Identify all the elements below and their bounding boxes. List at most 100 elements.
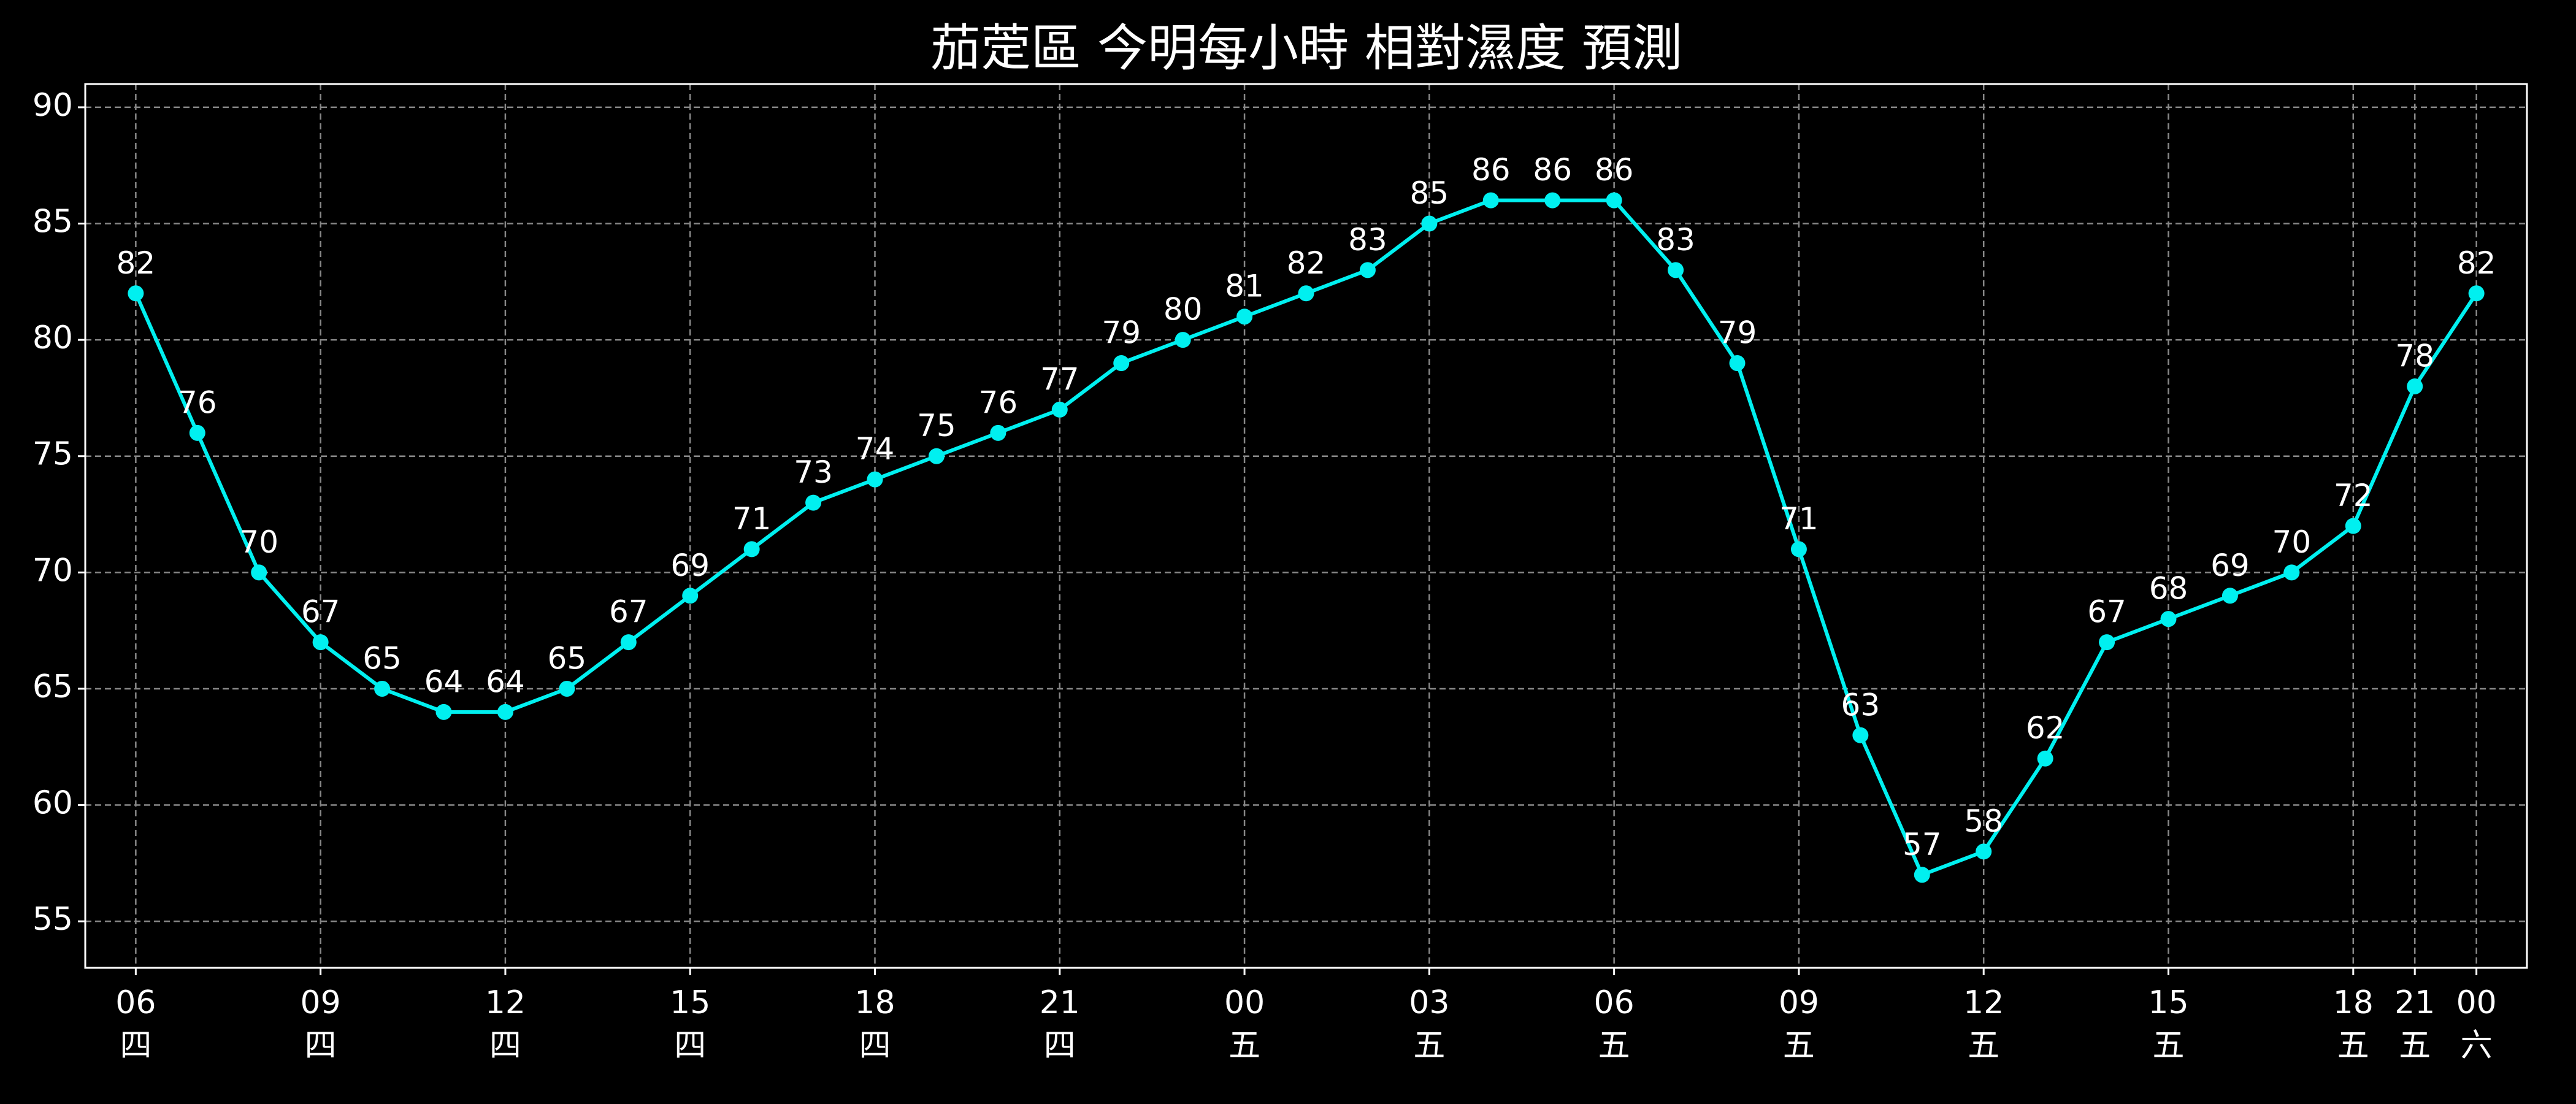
point (559, 680, 575, 697)
data-label: 76 (178, 385, 217, 420)
y-tick-label: 70 (33, 552, 73, 589)
point (1113, 355, 1130, 372)
data-label: 82 (2457, 245, 2496, 281)
point (1606, 192, 1622, 209)
chart-title: 茄萣區 今明每小時 相對濕度 預測 (930, 19, 1682, 77)
point (2160, 611, 2177, 627)
point (1298, 285, 1314, 302)
x-tick-day: 四 (674, 1027, 706, 1064)
data-label: 64 (486, 664, 525, 699)
point (1852, 727, 1869, 743)
y-tick-label: 90 (33, 87, 73, 124)
x-tick-day: 五 (2399, 1027, 2431, 1064)
data-label: 68 (2149, 571, 2188, 607)
point (2221, 588, 2238, 604)
data-label: 85 (1410, 175, 1449, 211)
data-label: 86 (1533, 152, 1572, 188)
data-label: 63 (1841, 687, 1880, 723)
data-label: 86 (1595, 152, 1634, 188)
point (620, 634, 637, 651)
x-tick-label: 15 (670, 984, 710, 1021)
x-tick-label: 15 (2148, 984, 2188, 1021)
data-label: 67 (2087, 594, 2126, 630)
x-tick-day: 四 (859, 1027, 891, 1064)
point (1976, 843, 1992, 860)
point (743, 541, 760, 558)
data-label: 71 (1779, 501, 1819, 537)
data-label: 82 (117, 245, 156, 281)
data-label: 80 (1163, 292, 1203, 328)
point (1544, 192, 1561, 209)
x-tick-label: 06 (115, 984, 156, 1021)
x-tick-day: 五 (2152, 1027, 2184, 1064)
data-label: 64 (424, 664, 464, 699)
x-tick-label: 00 (1224, 984, 1265, 1021)
x-tick-day: 四 (1044, 1027, 1076, 1064)
data-label: 79 (1718, 315, 1757, 351)
x-tick-label: 09 (301, 984, 341, 1021)
x-tick-day: 四 (120, 1027, 151, 1064)
data-label: 57 (1903, 827, 1942, 862)
data-label: 67 (301, 594, 340, 630)
x-tick-label: 21 (2394, 984, 2435, 1021)
x-tick-label: 12 (485, 984, 526, 1021)
point (2345, 518, 2361, 534)
point (682, 588, 699, 604)
point (251, 564, 267, 581)
y-tick-label: 80 (33, 320, 73, 356)
point (805, 494, 822, 511)
point (1914, 867, 1930, 883)
point (928, 448, 945, 464)
point (1236, 309, 1253, 325)
data-label: 75 (917, 408, 956, 443)
x-tick-day: 五 (1413, 1027, 1445, 1064)
y-tick-label: 55 (33, 901, 73, 938)
x-tick-day: 五 (2337, 1027, 2369, 1064)
data-label: 71 (732, 501, 772, 537)
point (2468, 285, 2485, 302)
data-label: 81 (1225, 269, 1264, 304)
x-tick-label: 18 (854, 984, 895, 1021)
y-tick-label: 65 (33, 669, 73, 705)
data-label: 76 (979, 385, 1018, 420)
data-label: 67 (609, 594, 648, 630)
x-tick-label: 21 (1040, 984, 1080, 1021)
point (867, 471, 883, 488)
point (1359, 262, 1376, 278)
point (2283, 564, 2300, 581)
data-label: 65 (548, 640, 587, 676)
data-label: 58 (1964, 803, 2003, 839)
point (1729, 355, 1746, 372)
point (1421, 215, 1438, 232)
point (990, 424, 1006, 441)
x-tick-day: 六 (2461, 1027, 2493, 1064)
data-label: 69 (2210, 548, 2250, 583)
x-tick-label: 18 (2333, 984, 2374, 1021)
data-label: 79 (1102, 315, 1141, 351)
data-label: 73 (794, 454, 833, 490)
data-label: 82 (1287, 245, 1326, 281)
point (189, 424, 205, 441)
point (1668, 262, 1684, 278)
x-tick-day: 五 (1229, 1027, 1260, 1064)
data-label: 70 (2272, 524, 2312, 560)
point (128, 285, 144, 302)
data-label: 65 (362, 640, 402, 676)
data-label: 69 (670, 548, 710, 583)
data-label: 70 (239, 524, 278, 560)
x-tick-day: 五 (1968, 1027, 1999, 1064)
x-tick-day: 四 (489, 1027, 521, 1064)
point (1051, 401, 1068, 418)
x-tick-day: 五 (1598, 1027, 1630, 1064)
x-tick-label: 00 (2456, 984, 2497, 1021)
x-tick-label: 03 (1409, 984, 1449, 1021)
point (1175, 332, 1191, 348)
point (497, 703, 513, 720)
x-tick-label: 06 (1594, 984, 1635, 1021)
x-tick-day: 五 (1783, 1027, 1815, 1064)
plot-frame (84, 83, 2528, 969)
point (2407, 378, 2423, 394)
